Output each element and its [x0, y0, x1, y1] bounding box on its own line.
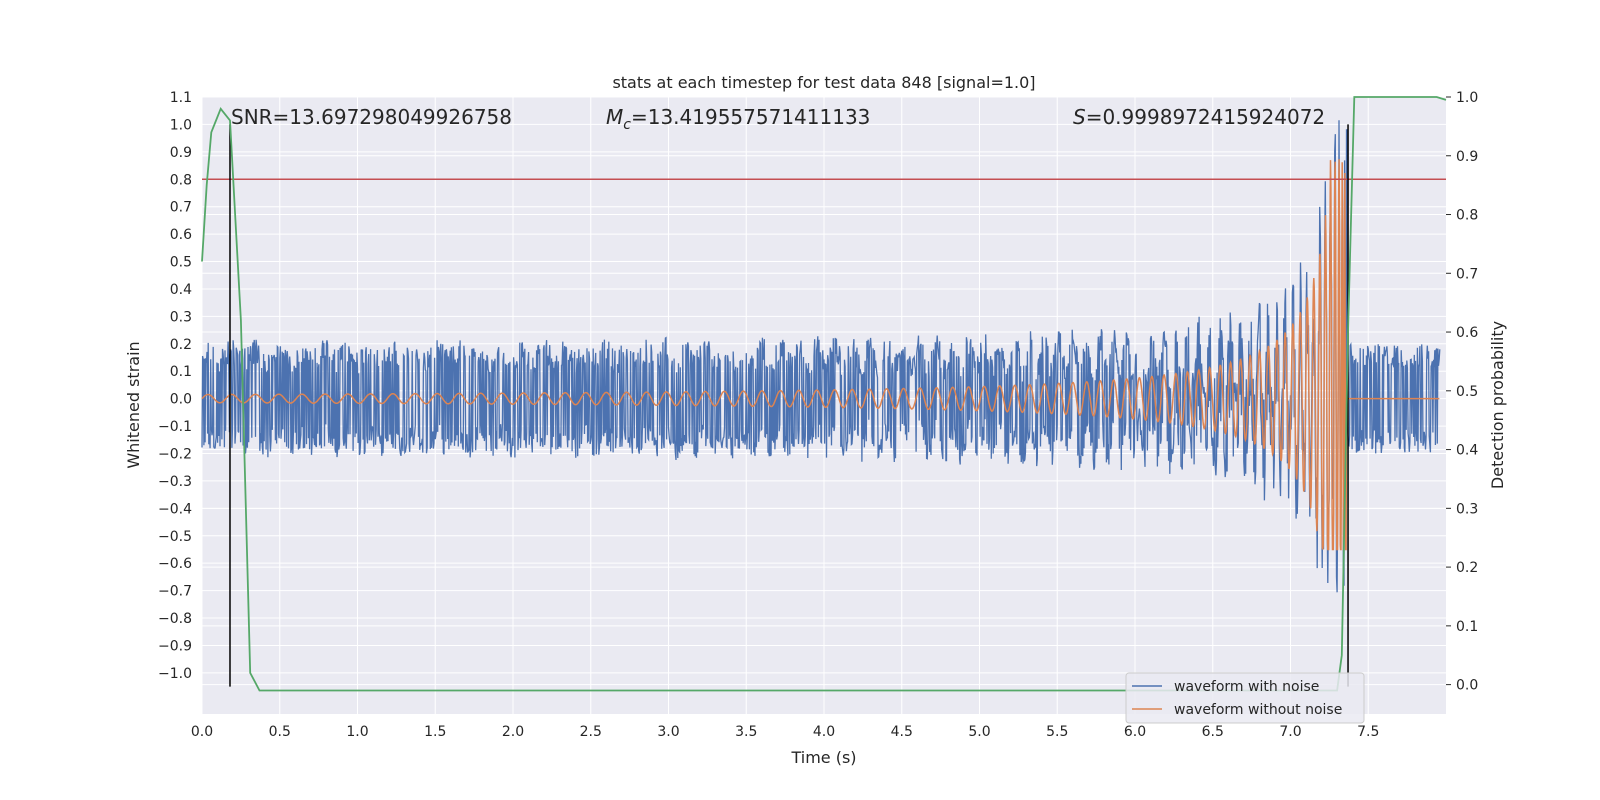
- score-symbol: S: [1073, 105, 1086, 129]
- y-tick-label-13: −0.2: [158, 446, 192, 462]
- x-tick-label-6: 3.0: [657, 724, 679, 740]
- y2-tick-label-8: 0.8: [1456, 208, 1478, 224]
- y-tick-label-18: −0.7: [158, 584, 192, 600]
- snr-annotation: SNR=13.697298049926758: [231, 105, 512, 129]
- x-tick-label-13: 6.5: [1202, 724, 1224, 740]
- x-tick-label-11: 5.5: [1046, 724, 1068, 740]
- y-tick-label-5: 0.6: [170, 227, 192, 243]
- series-noisy-waveform: [201, 120, 1441, 593]
- y-tick-label-15: −0.4: [158, 501, 192, 517]
- chirp-mass-annotation: Mc=13.419557571411133: [606, 105, 870, 133]
- y-tick-label-6: 0.5: [170, 255, 192, 271]
- y-tick-label-21: −1.0: [158, 666, 192, 682]
- y2-tick-label-2: 0.2: [1456, 560, 1478, 576]
- y-tick-label-14: −0.3: [158, 474, 192, 490]
- series-layer: [201, 96, 1447, 692]
- x-tick-label-0: 0.0: [191, 724, 213, 740]
- y-tick-label-3: 0.8: [170, 172, 192, 188]
- legend: waveform with noise waveform without noi…: [1125, 672, 1365, 724]
- chirp-mass-subscript: c: [623, 117, 631, 133]
- chart-title: stats at each timestep for test data 848…: [612, 73, 1035, 92]
- series-detection-probability: [201, 96, 1447, 692]
- tick-labels: 0.0 0.5 1.0 1.5 2.0 2.5 3.0 3.5 4.0 4.5 5.0 5.5 6.0 6…: [158, 90, 1478, 740]
- x-tick-label-8: 4.0: [813, 724, 835, 740]
- y-tick-label-10: 0.1: [170, 364, 192, 380]
- x-tick-label-9: 4.5: [891, 724, 913, 740]
- y-tick-label-9: 0.2: [170, 337, 192, 353]
- x-tick-label-10: 5.0: [968, 724, 990, 740]
- score-annotation: S=0.9998972415924072: [1073, 105, 1325, 129]
- x-tick-label-3: 1.5: [424, 724, 446, 740]
- y2-tick-label-0: 0.0: [1456, 678, 1478, 694]
- legend-box: [1125, 672, 1365, 724]
- x-tick-label-1: 0.5: [269, 724, 291, 740]
- y2-tick-label-9: 0.9: [1456, 149, 1478, 165]
- y-tick-label-1: 1.0: [170, 117, 192, 133]
- y-tick-label-16: −0.5: [158, 529, 192, 545]
- x-tick-label-12: 6.0: [1124, 724, 1146, 740]
- y-tick-label-19: −0.8: [158, 611, 192, 627]
- x-tick-label-14: 7.0: [1279, 724, 1301, 740]
- x-tick-label-7: 3.5: [735, 724, 757, 740]
- y-tick-label-0: 1.1: [170, 90, 192, 106]
- x-tick-label-2: 1.0: [346, 724, 368, 740]
- x-tick-label-5: 2.5: [580, 724, 602, 740]
- y-axis-label: Whitened strain: [124, 341, 143, 468]
- x-tick-label-15: 7.5: [1357, 724, 1379, 740]
- y2-tick-label-3: 0.3: [1456, 501, 1478, 517]
- x-tick-label-4: 2.0: [502, 724, 524, 740]
- y2-tick-label-7: 0.7: [1456, 266, 1478, 282]
- y2-tick-label-1: 0.1: [1456, 619, 1478, 635]
- y-tick-label-7: 0.4: [170, 282, 192, 298]
- legend-label-clean: waveform without noise: [1174, 702, 1342, 718]
- y2-axis-label: Detection probability: [1488, 321, 1507, 489]
- y-tick-label-8: 0.3: [170, 309, 192, 325]
- series-clean-waveform: [201, 159, 1440, 551]
- y-tick-label-17: −0.6: [158, 556, 192, 572]
- score-value: =0.9998972415924072: [1086, 105, 1325, 129]
- y2-tick-label-4: 0.4: [1456, 443, 1478, 459]
- chirp-mass-value: =13.419557571411133: [631, 105, 870, 129]
- y2-tick-label-5: 0.5: [1456, 384, 1478, 400]
- chirp-mass-symbol: M: [606, 105, 623, 129]
- y-tick-label-12: −0.1: [158, 419, 192, 435]
- y-tick-label-20: −0.9: [158, 638, 192, 654]
- x-axis-label: Time (s): [790, 748, 856, 767]
- legend-label-noise: waveform with noise: [1174, 679, 1319, 695]
- y-tick-label-11: 0.0: [170, 392, 192, 408]
- y-tick-label-4: 0.7: [170, 200, 192, 216]
- y2-tick-label-10: 1.0: [1456, 90, 1478, 106]
- y2-tick-label-6: 0.6: [1456, 325, 1478, 341]
- y-tick-label-2: 0.9: [170, 145, 192, 161]
